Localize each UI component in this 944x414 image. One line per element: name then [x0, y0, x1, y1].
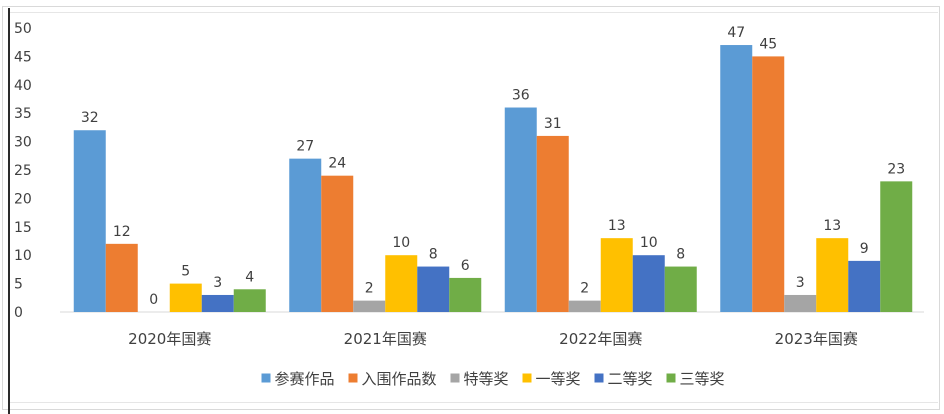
bar-4-0	[201, 294, 234, 312]
data-label: 4	[245, 269, 254, 285]
bar-2-3	[784, 294, 817, 312]
bar-4-3	[848, 260, 881, 312]
left-rule	[8, 8, 10, 414]
bar-2-2	[568, 300, 601, 312]
y-tick-label: 35	[14, 106, 32, 122]
legend: 参赛作品 入围作品数 特等奖 一等奖 二等奖 三等奖	[261, 370, 725, 388]
bar-1-0	[105, 243, 138, 312]
data-label: 31	[544, 116, 562, 132]
data-label: 13	[608, 218, 626, 234]
bar-5-2	[664, 266, 697, 312]
legend-item: 特等奖	[450, 370, 509, 388]
bar-0-0	[73, 130, 106, 312]
bottom-rule	[10, 402, 938, 403]
legend-swatch	[348, 373, 358, 383]
chart-border	[2, 6, 940, 410]
x-tick-label: 2022年国赛	[559, 330, 642, 348]
data-label: 3	[213, 275, 222, 291]
legend-swatch	[261, 373, 271, 383]
bar-4-1	[417, 266, 450, 312]
data-label: 9	[860, 241, 869, 257]
bar-3-1	[385, 255, 418, 312]
legend-swatch	[666, 373, 676, 383]
legend-item: 二等奖	[594, 370, 653, 388]
bar-1-1	[321, 175, 354, 312]
y-tick-label: 40	[14, 78, 32, 94]
bar-0-3	[720, 45, 753, 312]
bar-3-0	[169, 283, 202, 312]
bar-4-2	[632, 255, 665, 312]
bar-1-3	[752, 56, 785, 313]
legend-swatch	[522, 373, 532, 383]
bar-3-3	[816, 238, 849, 312]
data-label: 2	[580, 281, 589, 297]
bar-1-2	[536, 135, 569, 312]
data-label: 36	[512, 88, 530, 104]
data-label: 5	[181, 264, 190, 280]
top-rule	[10, 12, 938, 13]
y-tick-label: 15	[14, 220, 32, 236]
y-tick-label: 45	[14, 49, 32, 65]
legend-label: 参赛作品	[275, 370, 335, 388]
y-axis: 0 5 10 15 20 25 30 35 40 45 50	[14, 21, 32, 321]
y-tick-label: 0	[14, 305, 23, 321]
bar-2-1	[353, 300, 386, 312]
x-tick-label: 2020年国赛	[128, 330, 211, 348]
data-label: 8	[676, 247, 685, 263]
legend-item: 三等奖	[666, 370, 725, 388]
y-tick-label: 25	[14, 163, 32, 179]
data-label: 10	[640, 235, 658, 251]
legend-label: 特等奖	[464, 370, 509, 388]
legend-item: 一等奖	[522, 370, 581, 388]
legend-label: 入围作品数	[362, 370, 437, 388]
bar-5-3	[880, 181, 913, 312]
y-tick-label: 5	[14, 277, 23, 293]
bar-5-0	[233, 289, 266, 312]
legend-label: 三等奖	[680, 370, 725, 388]
bar-series	[73, 45, 913, 313]
bar-3-2	[600, 238, 633, 312]
data-label: 0	[149, 292, 158, 308]
bar-0-1	[289, 158, 322, 312]
x-axis: 2020年国赛 2021年国赛 2022年国赛 2023年国赛	[60, 311, 924, 348]
data-label: 10	[392, 235, 410, 251]
legend-item: 入围作品数	[348, 370, 437, 388]
legend-item: 参赛作品	[261, 370, 335, 388]
data-label: 13	[823, 218, 841, 234]
data-label: 47	[727, 25, 745, 41]
legend-swatch	[594, 373, 604, 383]
data-label: 32	[81, 110, 99, 126]
x-tick-label: 2021年国赛	[344, 330, 427, 348]
data-label: 24	[328, 156, 346, 172]
data-label: 8	[429, 247, 438, 263]
legend-swatch	[450, 373, 460, 383]
x-tick-label: 2023年国赛	[775, 330, 858, 348]
data-label: 3	[796, 275, 805, 291]
bar-0-2	[504, 107, 537, 313]
data-label: 2	[365, 281, 374, 297]
data-label: 23	[887, 161, 905, 177]
data-label: 27	[296, 139, 314, 155]
y-tick-label: 30	[14, 135, 32, 151]
data-label: 6	[461, 258, 470, 274]
bar-5-1	[449, 277, 482, 312]
legend-label: 一等奖	[536, 370, 581, 388]
y-tick-label: 10	[14, 248, 32, 264]
y-tick-label: 50	[14, 21, 32, 37]
data-label: 45	[759, 36, 777, 52]
legend-label: 二等奖	[608, 370, 653, 388]
data-label: 12	[113, 224, 131, 240]
y-tick-label: 20	[14, 191, 32, 207]
data-labels: 32 12 0 5 3 4 27 24 2 10 8 6 36 31 2 13 10 8 47 45 3 13 9 23	[81, 25, 905, 308]
